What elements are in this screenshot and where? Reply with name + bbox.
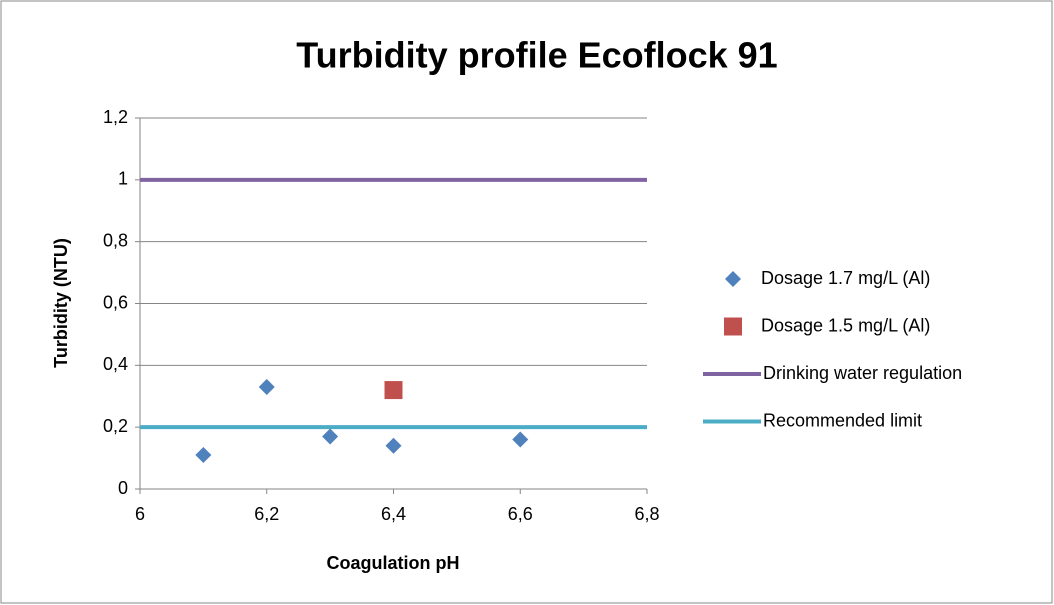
y-tick-label: 0,4 [103, 354, 128, 374]
x-tick-label: 6,4 [381, 504, 406, 524]
point [385, 437, 402, 454]
point [258, 378, 275, 395]
point [724, 317, 742, 336]
legend-label: Dosage 1.5 mg/L (Al) [761, 315, 930, 335]
x-tick-label: 6,2 [254, 504, 279, 524]
y-axis-title: Turbidity (NTU) [51, 238, 71, 368]
y-tick-label: 1,2 [103, 107, 128, 127]
x-tick-label: 6 [135, 504, 145, 524]
y-tick-label: 0,6 [103, 292, 128, 312]
y-tick-label: 0,8 [103, 230, 128, 250]
point [322, 428, 339, 445]
x-tick-label: 6,6 [508, 504, 533, 524]
y-tick-label: 0,2 [103, 416, 128, 436]
legend-label: Drinking water regulation [763, 363, 962, 383]
point [512, 431, 529, 448]
x-tick-label: 6,8 [634, 504, 659, 524]
point [725, 271, 741, 287]
y-tick-label: 0 [118, 478, 128, 498]
legend-label: Dosage 1.7 mg/L (Al) [761, 268, 930, 288]
x-axis-title: Coagulation pH [327, 553, 460, 573]
chart-title: Turbidity profile Ecoflock 91 [296, 35, 777, 76]
point [195, 446, 212, 463]
point [384, 381, 403, 400]
y-tick-label: 1 [118, 169, 128, 189]
legend-label: Recommended limit [763, 410, 922, 430]
